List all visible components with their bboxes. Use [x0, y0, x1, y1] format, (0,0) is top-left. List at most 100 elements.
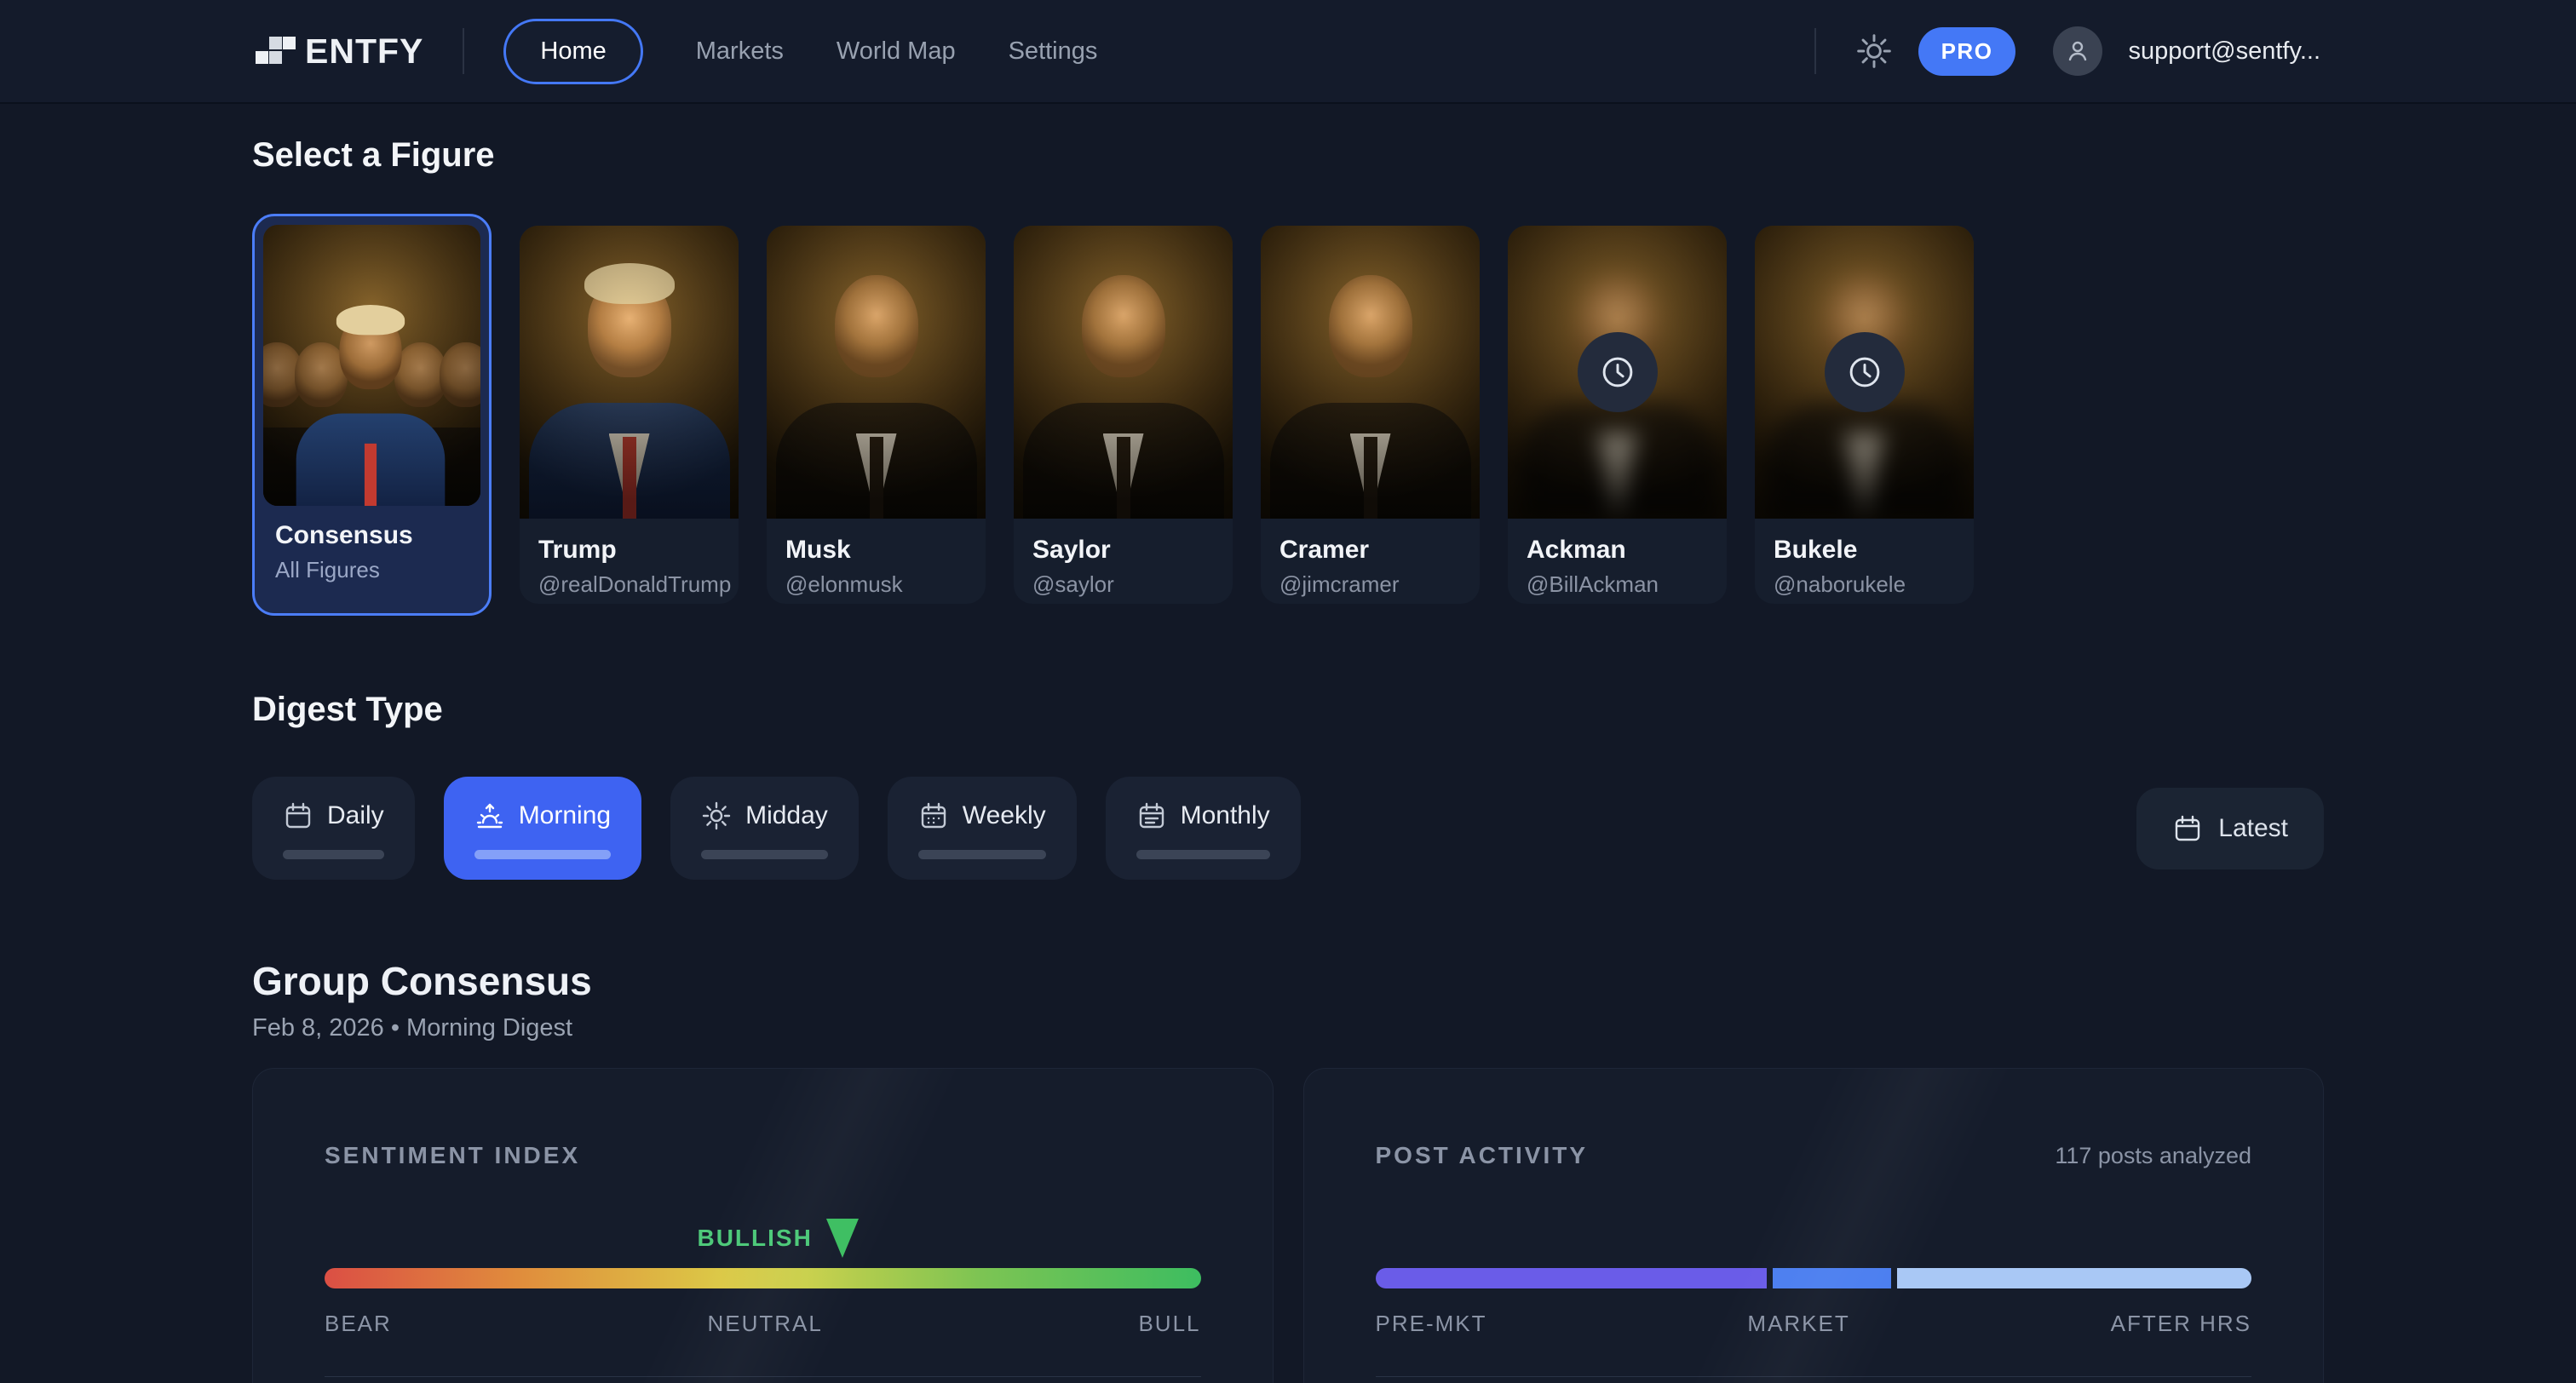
post-activity-panel: POST ACTIVITY 117 posts analyzed PRE-MKT…: [1302, 1068, 2324, 1383]
sentiment-scale-labels: BEAR NEUTRAL BULL: [325, 1311, 1201, 1337]
label-market: MARKET: [1747, 1311, 1850, 1336]
user-icon: [2069, 41, 2087, 61]
figure-handle: @jimcramer: [1279, 571, 1400, 597]
digest-option-label: Daily: [327, 801, 384, 829]
scale-label-neutral: NEUTRAL: [707, 1311, 823, 1336]
digest-heading: Digest Type: [252, 691, 443, 728]
latest-button[interactable]: Latest: [2136, 787, 2324, 869]
sentiment-state-label: BULLISH: [697, 1225, 813, 1251]
digest-option-monthly[interactable]: Monthly: [1105, 777, 1301, 880]
sentiment-index-panel: SENTIMENT INDEX BULLISH BEAR NEUTRAL BUL…: [252, 1068, 1274, 1383]
figure-name: Saylor: [1032, 536, 1111, 564]
figure-card-consensus[interactable]: Consensus All Figures: [252, 214, 492, 616]
portrait-photo: [1014, 226, 1233, 519]
digest-options-row: Daily Morning Midday Weekly: [252, 777, 2324, 880]
header-divider: [1814, 28, 1816, 74]
coming-soon-badge: [1577, 332, 1658, 412]
figure-cards-row: Consensus All Figures Trump @realDonaldT…: [252, 214, 2324, 616]
scale-label-bear: BEAR: [325, 1311, 392, 1336]
activity-segment-labels: PRE-MKT MARKET AFTER HRS: [1376, 1311, 2252, 1337]
segment-market: [1773, 1268, 1892, 1288]
digest-option-morning[interactable]: Morning: [443, 777, 642, 880]
figure-card-label: Trump @realDonaldTrump: [520, 519, 739, 598]
digest-option-label: Morning: [518, 801, 612, 829]
digest-option-daily[interactable]: Daily: [252, 777, 415, 880]
figure-card-cramer[interactable]: Cramer @jimcramer: [1261, 226, 1480, 604]
figure-handle: @realDonaldTrump: [538, 571, 732, 597]
clock-icon: [1602, 357, 1632, 387]
figure-card-label: Ackman @BillAckman: [1508, 519, 1727, 598]
figure-handle: @elonmusk: [785, 571, 903, 597]
consensus-group-photo: [263, 225, 480, 506]
figure-card-label: Musk @elonmusk: [767, 519, 986, 598]
scale-label-bull: BULL: [1138, 1311, 1201, 1336]
usage-progress-track: [917, 850, 1046, 859]
portrait-photo: [1261, 226, 1480, 519]
figure-handle: All Figures: [275, 557, 380, 582]
digest-option-label: Weekly: [962, 801, 1046, 829]
usage-progress-track: [283, 850, 384, 859]
figure-name: Cramer: [1279, 536, 1370, 564]
calendar-icon: [285, 802, 311, 829]
digest-option-label: Monthly: [1180, 801, 1270, 829]
brand-name: ENTFY: [305, 31, 424, 71]
sun-icon: [1856, 34, 1891, 68]
top-nav: ENTFY Home Markets World Map Settings PR…: [0, 0, 2576, 104]
figure-name: Musk: [785, 536, 851, 564]
clock-icon: [1849, 357, 1879, 387]
nav-item-home[interactable]: Home: [503, 18, 643, 84]
portrait-photo: [767, 226, 986, 519]
avatar[interactable]: [2053, 26, 2103, 76]
user-email[interactable]: support@sentfy...: [2128, 37, 2320, 65]
sentiment-marker-row: BULLISH: [325, 1219, 1201, 1261]
digest-date-subtitle: Feb 8, 2026 • Morning Digest: [252, 1014, 573, 1042]
latest-button-label: Latest: [2218, 813, 2288, 842]
main-content: Select a Figure Consensus All Figures Tr…: [0, 104, 2576, 1383]
label-pre-market: PRE-MKT: [1375, 1311, 1487, 1336]
sentiment-panel-title: SENTIMENT INDEX: [325, 1142, 581, 1168]
figures-heading: Select a Figure: [252, 136, 495, 174]
sun-icon: [702, 801, 731, 830]
nav-item-world-map[interactable]: World Map: [836, 37, 956, 65]
pixel-s-logo-icon: [256, 37, 296, 66]
main-nav: Home Markets World Map Settings: [503, 18, 1098, 84]
posts-analyzed-meta: 117 posts analyzed: [2055, 1142, 2251, 1168]
activity-distribution-bar: [1375, 1268, 2251, 1288]
label-after-hours: AFTER HRS: [2110, 1311, 2251, 1336]
coming-soon-badge: [1824, 332, 1905, 412]
usage-progress-track: [474, 850, 612, 859]
activity-panel-title: POST ACTIVITY: [1375, 1142, 1589, 1168]
figure-card-bukele[interactable]: Bukele @naborukele: [1755, 226, 1974, 604]
figure-card-label: Cramer @jimcramer: [1261, 519, 1480, 598]
group-consensus-heading: Group Consensus: [252, 959, 592, 1003]
brand-logo[interactable]: ENTFY: [256, 32, 423, 72]
figure-card-trump[interactable]: Trump @realDonaldTrump: [520, 226, 739, 604]
divider: [325, 1376, 1201, 1377]
nav-item-settings[interactable]: Settings: [1008, 37, 1098, 65]
segment-after-hours: [1897, 1268, 2251, 1288]
sentiment-gradient-bar: [325, 1268, 1201, 1288]
calendar-icon: [2176, 815, 2200, 841]
header-divider: [463, 28, 465, 74]
figure-handle: @naborukele: [1774, 571, 1906, 597]
segment-pre-market: [1375, 1268, 1768, 1288]
figure-card-label: Saylor @saylor: [1014, 519, 1233, 598]
figure-name: Trump: [538, 536, 617, 564]
figure-card-label: Bukele @naborukele: [1755, 519, 1974, 598]
digest-option-weekly[interactable]: Weekly: [887, 777, 1077, 880]
portrait-photo-locked: [1755, 226, 1974, 519]
usage-progress-track: [701, 850, 828, 859]
figure-name: Bukele: [1774, 536, 1858, 564]
consensus-panels: SENTIMENT INDEX BULLISH BEAR NEUTRAL BUL…: [252, 1068, 2324, 1383]
figure-card-musk[interactable]: Musk @elonmusk: [767, 226, 986, 604]
figure-card-ackman[interactable]: Ackman @BillAckman: [1508, 226, 1727, 604]
digest-option-midday[interactable]: Midday: [670, 777, 859, 880]
figure-handle: @BillAckman: [1527, 571, 1659, 597]
calendar-month-icon: [1139, 802, 1164, 829]
nav-item-markets[interactable]: Markets: [695, 37, 784, 65]
figure-card-saylor[interactable]: Saylor @saylor: [1014, 226, 1233, 604]
theme-toggle-button[interactable]: [1855, 32, 1893, 70]
pro-plan-badge[interactable]: PRO: [1918, 26, 2016, 76]
divider: [1375, 1376, 2251, 1377]
header-right: PRO support@sentfy...: [1814, 26, 2320, 76]
